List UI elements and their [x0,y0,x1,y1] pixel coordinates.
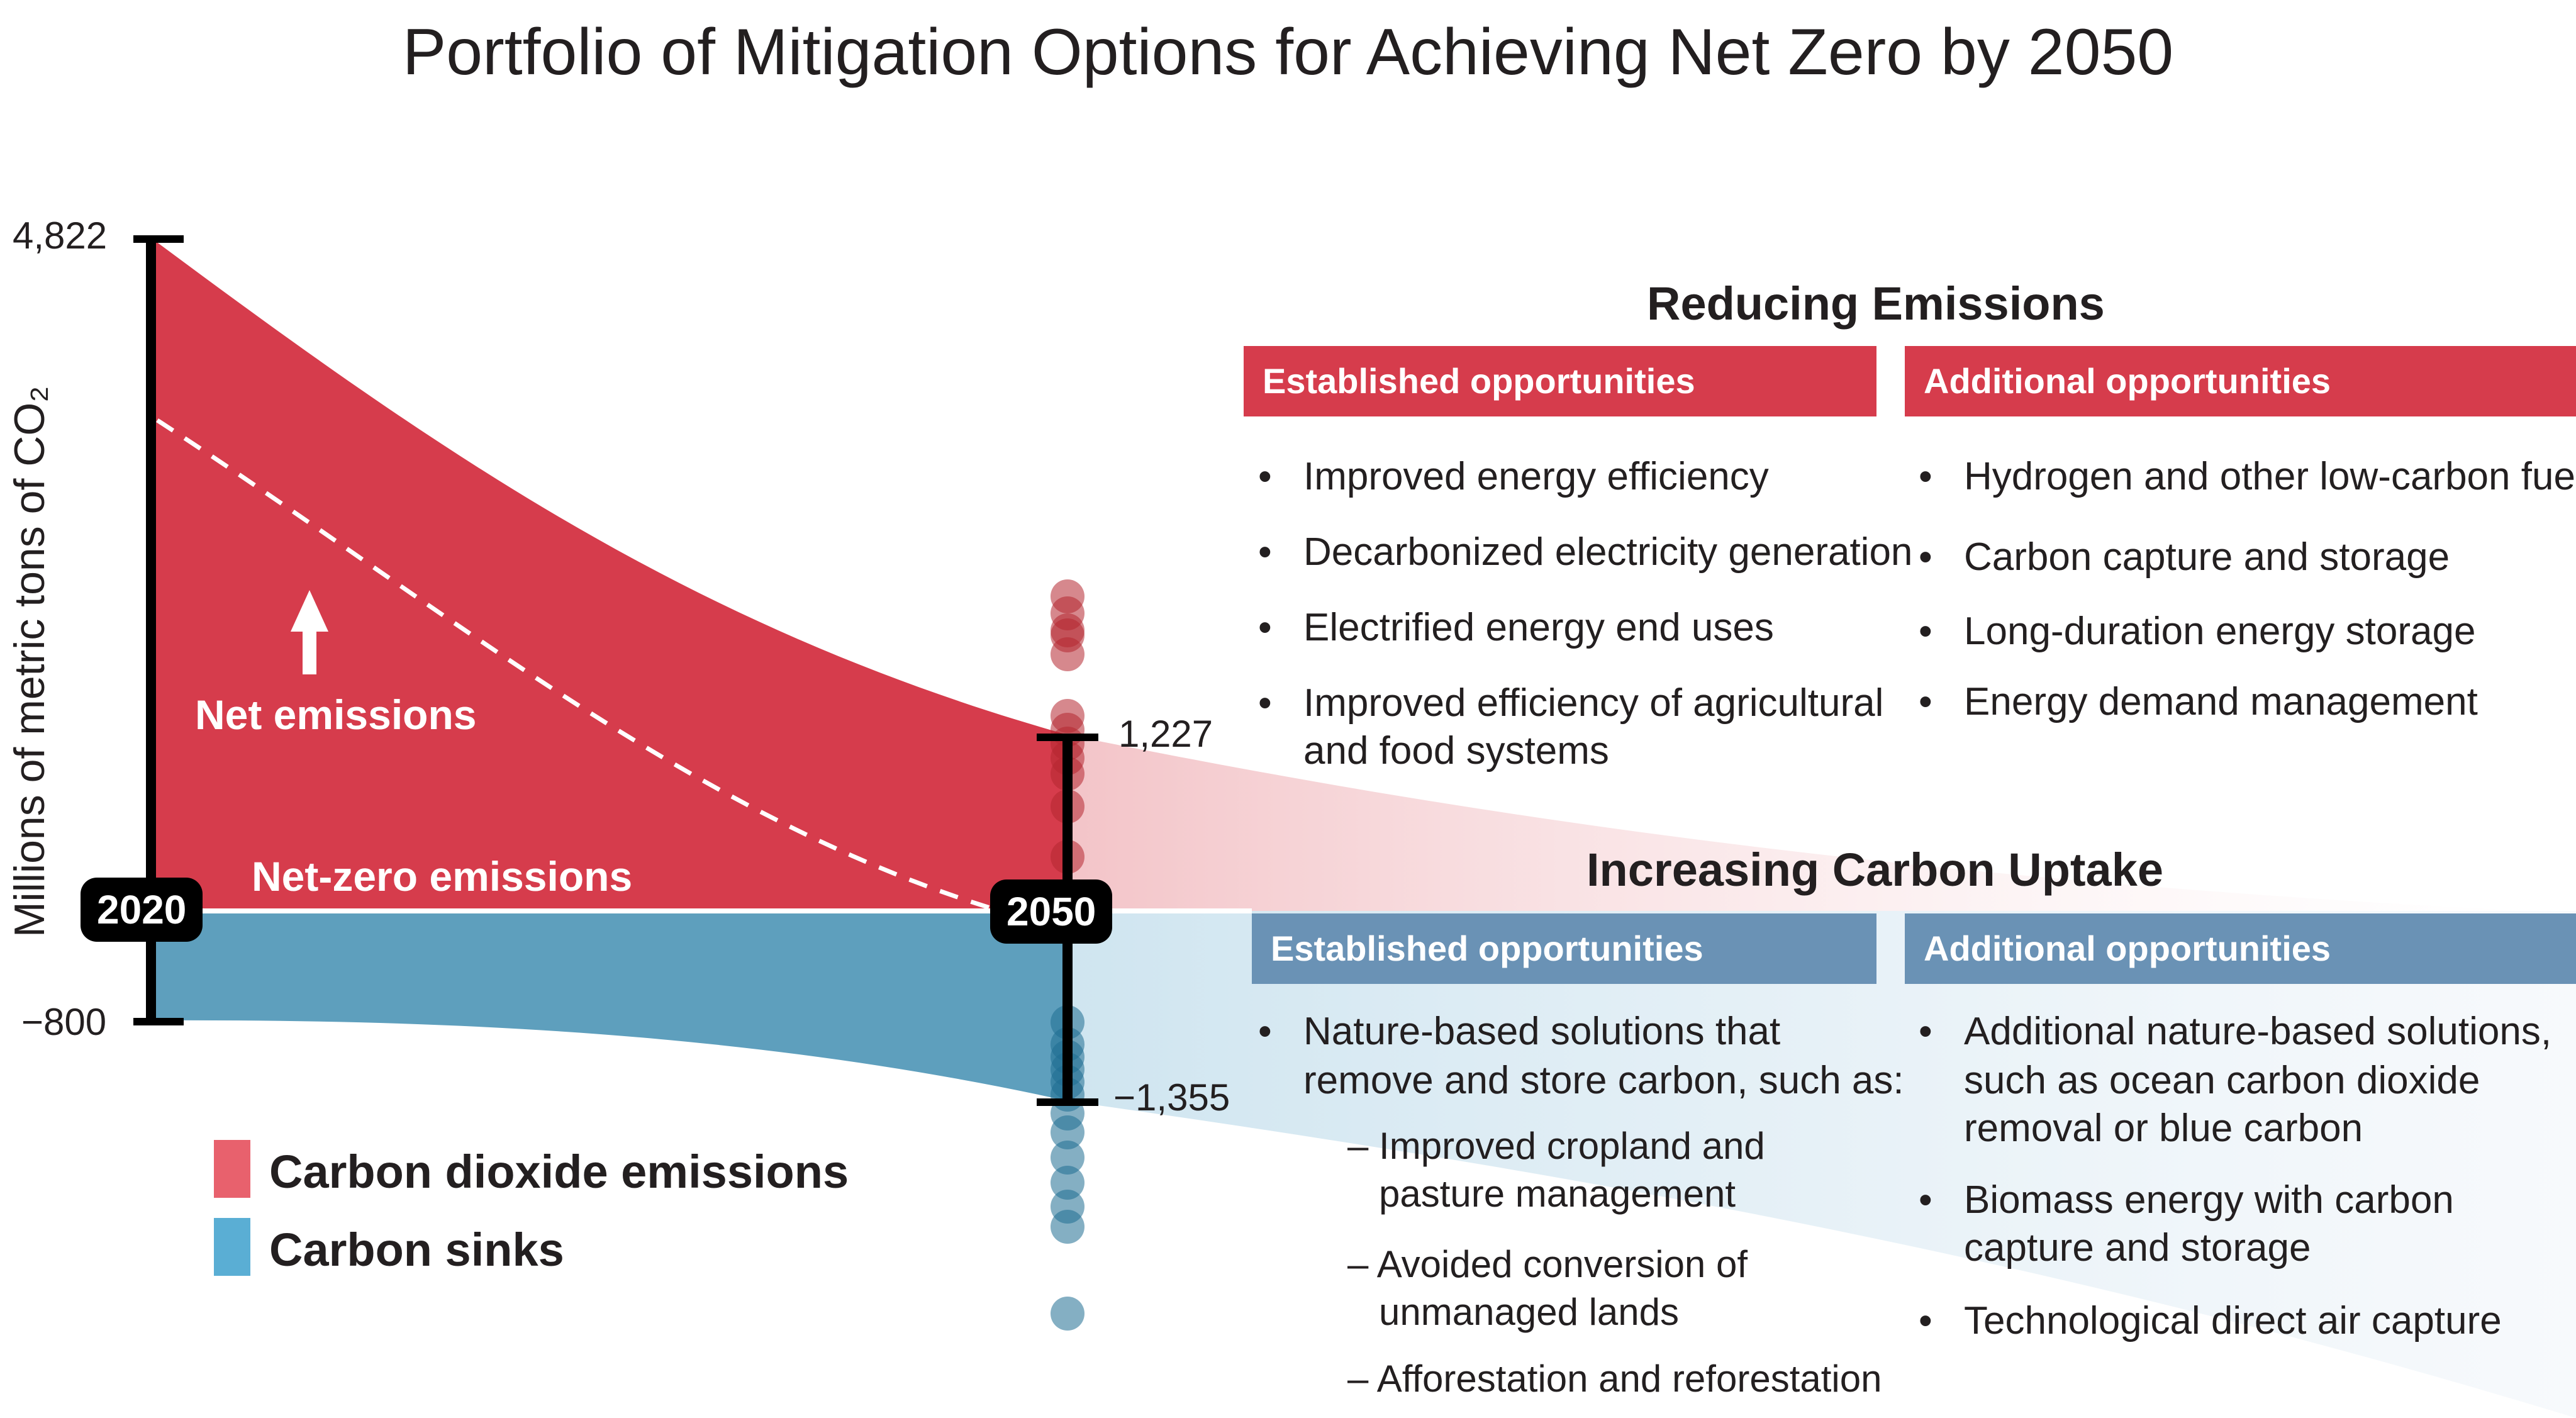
list-item: • Improved energy efficiency [1258,455,1769,498]
y-axis-label: Millions of metric tons of CO₂ [6,386,53,937]
year-badge-2020: 2020 [81,878,203,942]
uptake-additional-header: Additional opportunities [1905,913,2576,984]
sinks-fade-band [1068,911,2576,1418]
net-emissions-curve [156,418,1001,913]
sub-item-continuation: pasture management [1379,1173,1736,1215]
tick-2050-upper: 1,227 [1118,713,1213,755]
legend-swatch-emissions [214,1140,250,1198]
emissions-fade-band [1068,735,2576,913]
uptake-established-header: Established opportunities [1252,913,1876,984]
net-zero-label: Net-zero emissions [252,853,633,900]
scenario-dot [1051,1166,1084,1200]
net-emissions-label: Net emissions [195,691,477,738]
reducing-established-header: Established opportunities [1244,346,1876,416]
list-item: • Carbon capture and storage [1919,535,2450,579]
list-item: • Energy demand management [1919,680,2478,723]
legend-label-sinks: Carbon sinks [269,1224,564,1276]
reducing-emissions-title: Reducing Emissions [1647,277,2105,330]
list-item: • Additional nature-based solutions, [1919,1010,2552,1053]
tick-bottom: −800 [21,1001,107,1043]
list-item-continuation: capture and storage [1964,1226,2311,1270]
year-badge-2050: 2050 [990,879,1113,944]
list-item: • Technological direct air capture [1919,1299,2502,1343]
list-item: • Long-duration energy storage [1919,610,2476,653]
figure-title: Portfolio of Mitigation Options for Achi… [402,16,2174,89]
sinks-area [151,911,1068,1101]
legend-swatch-sinks [214,1218,250,1276]
scenario-dot [1051,1115,1084,1149]
list-item: • Improved efficiency of agricultural [1258,681,1884,725]
legend-label-emissions: Carbon dioxide emissions [269,1146,849,1198]
reducing-additional-header: Additional opportunities [1905,346,2576,416]
list-item: • Nature-based solutions that [1258,1010,1781,1053]
tick-2050-lower: −1,355 [1113,1076,1230,1119]
list-item: • Decarbonized electricity generation [1258,530,1913,574]
list-item: • Biomass energy with carbon [1919,1178,2454,1222]
list-item: • Hydrogen and other low-carbon fuels [1919,455,2576,498]
list-item: • Electrified energy end uses [1258,606,1774,649]
tick-top: 4,822 [13,215,108,257]
list-item-continuation: and food systems [1303,729,1609,773]
emissions-area [151,238,1068,911]
scenario-dot [1051,637,1084,671]
scenario-dot [1051,1210,1084,1244]
sub-item-continuation: unmanaged lands [1379,1291,1680,1333]
sub-item: – Improved cropland and [1347,1125,1765,1167]
scenario-dot [1051,1297,1084,1331]
list-item-continuation: such as ocean carbon dioxide [1964,1059,2480,1102]
sub-item: – Avoided conversion of [1347,1243,1748,1285]
list-item-continuation: removal or blue carbon [1964,1107,2363,1150]
sub-item: – Afforestation and reforestation [1347,1358,1882,1400]
up-arrow-icon [291,590,328,674]
increasing-uptake-title: Increasing Carbon Uptake [1586,844,2164,896]
list-item-continuation: remove and store carbon, such as: [1303,1059,1904,1102]
scenario-dot [1051,1141,1084,1175]
